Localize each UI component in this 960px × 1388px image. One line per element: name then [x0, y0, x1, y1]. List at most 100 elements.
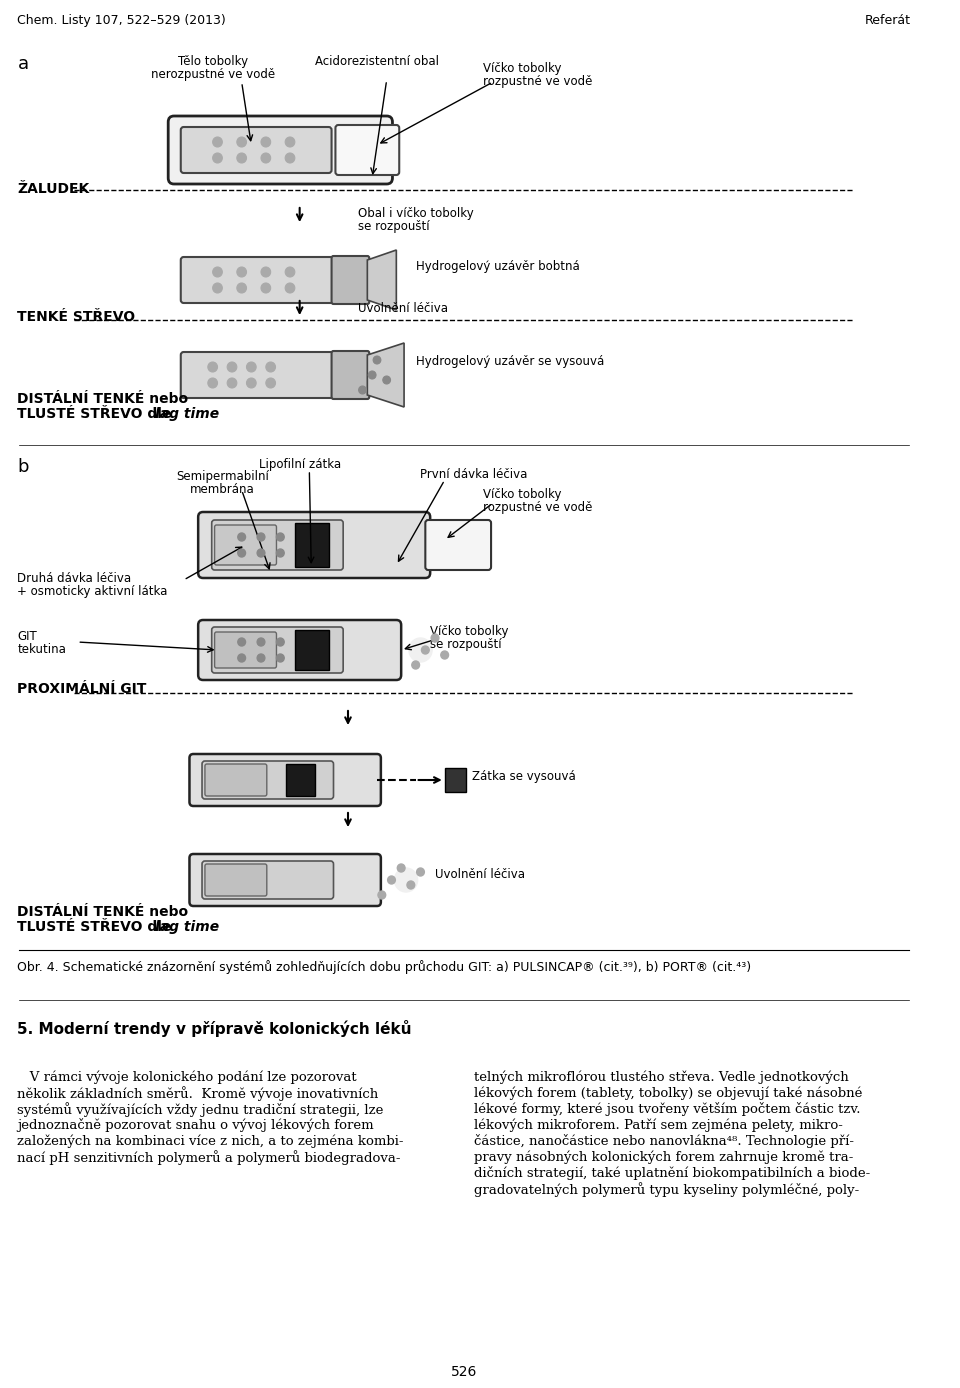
Circle shape — [213, 266, 223, 278]
Circle shape — [261, 266, 271, 278]
Circle shape — [431, 634, 439, 643]
Text: DISTÁLNÍ TENKÉ nebo: DISTÁLNÍ TENKÉ nebo — [17, 391, 188, 407]
FancyBboxPatch shape — [198, 512, 430, 577]
Circle shape — [397, 863, 405, 872]
FancyBboxPatch shape — [180, 353, 336, 398]
Text: TENKÉ STŘEVO: TENKÉ STŘEVO — [17, 310, 135, 323]
Text: částice, nanočástice nebo nanovlákna⁴⁸. Technologie pří-: částice, nanočástice nebo nanovlákna⁴⁸. … — [473, 1134, 853, 1148]
Circle shape — [261, 137, 271, 147]
Text: Zátka se vysouvá: Zátka se vysouvá — [471, 770, 575, 783]
Circle shape — [407, 881, 415, 888]
Text: se rozpouští: se rozpouští — [430, 638, 502, 651]
Text: PROXIMÁLNÍ GIT: PROXIMÁLNÍ GIT — [17, 682, 147, 695]
Circle shape — [228, 378, 237, 389]
Text: a: a — [17, 56, 29, 74]
Circle shape — [257, 654, 265, 662]
Circle shape — [257, 550, 265, 557]
FancyBboxPatch shape — [180, 126, 331, 174]
Text: Uvolnění léčiva: Uvolnění léčiva — [358, 303, 447, 315]
Circle shape — [266, 362, 276, 372]
Text: gradovatelných polymerů typu kyseliny polymléčné, poly-: gradovatelných polymerů typu kyseliny po… — [473, 1183, 859, 1196]
Circle shape — [373, 355, 381, 364]
FancyBboxPatch shape — [189, 854, 381, 906]
Text: Referát: Referát — [865, 14, 911, 26]
Circle shape — [378, 891, 386, 899]
FancyBboxPatch shape — [335, 125, 399, 175]
Text: Víčko tobolky: Víčko tobolky — [483, 62, 562, 75]
Text: Chem. Listy 107, 522–529 (2013): Chem. Listy 107, 522–529 (2013) — [17, 14, 227, 26]
Circle shape — [247, 362, 256, 372]
Text: Hydrogelový uzávěr se vysouvá: Hydrogelový uzávěr se vysouvá — [416, 355, 604, 368]
Text: Víčko tobolky: Víčko tobolky — [430, 625, 509, 638]
Text: ŽALUDEK: ŽALUDEK — [17, 182, 89, 196]
Circle shape — [207, 362, 218, 372]
Circle shape — [412, 661, 420, 669]
Text: GIT: GIT — [17, 630, 37, 643]
Circle shape — [285, 153, 295, 162]
Circle shape — [266, 378, 276, 389]
Text: lag time: lag time — [155, 920, 219, 934]
Text: Tělo tobolky: Tělo tobolky — [178, 56, 248, 68]
FancyBboxPatch shape — [204, 863, 267, 897]
Circle shape — [237, 283, 247, 293]
Text: Acidorezistentní obal: Acidorezistentní obal — [315, 56, 439, 68]
Circle shape — [395, 868, 418, 892]
Circle shape — [285, 266, 295, 278]
FancyBboxPatch shape — [202, 761, 333, 799]
FancyBboxPatch shape — [215, 525, 276, 565]
Text: lag time: lag time — [155, 407, 219, 421]
Circle shape — [383, 376, 391, 384]
Text: Obal i víčko tobolky: Obal i víčko tobolky — [358, 207, 473, 221]
Text: nací pH senzitivních polymerů a polymerů biodegradova-: nací pH senzitivních polymerů a polymerů… — [17, 1151, 401, 1165]
Text: lékové formy, které jsou tvořeny větším počtem částic tzv.: lékové formy, které jsou tvořeny větším … — [473, 1102, 860, 1116]
Circle shape — [261, 283, 271, 293]
Text: systémů využívajících vždy jednu tradiční strategii, lze: systémů využívajících vždy jednu tradičn… — [17, 1102, 384, 1117]
Circle shape — [417, 868, 424, 876]
Text: V rámci vývoje kolonického podání lze pozorovat: V rámci vývoje kolonického podání lze po… — [17, 1070, 357, 1084]
FancyBboxPatch shape — [331, 351, 370, 398]
Circle shape — [359, 386, 367, 394]
Circle shape — [238, 550, 246, 557]
Circle shape — [213, 283, 223, 293]
FancyBboxPatch shape — [425, 520, 492, 570]
FancyBboxPatch shape — [204, 763, 267, 795]
Text: TLUSTÉ STŘEVO dle: TLUSTÉ STŘEVO dle — [17, 920, 177, 934]
Circle shape — [213, 153, 223, 162]
Text: nerozpustné ve vodě: nerozpustné ve vodě — [151, 68, 275, 81]
Circle shape — [257, 533, 265, 541]
Text: Víčko tobolky: Víčko tobolky — [483, 489, 562, 501]
Polygon shape — [368, 343, 404, 407]
Circle shape — [409, 638, 432, 662]
Text: Uvolnění léčiva: Uvolnění léčiva — [435, 868, 525, 881]
Text: + osmoticky aktivní látka: + osmoticky aktivní látka — [17, 584, 168, 598]
FancyBboxPatch shape — [331, 255, 370, 304]
Text: 5. Moderní trendy v přípravě kolonických léků: 5. Moderní trendy v přípravě kolonických… — [17, 1020, 412, 1037]
Circle shape — [247, 378, 256, 389]
Text: telných mikroflórou tlustého střeva. Vedle jednotkových: telných mikroflórou tlustého střeva. Ved… — [473, 1070, 849, 1084]
Text: První dávka léčiva: První dávka léčiva — [420, 468, 528, 482]
FancyBboxPatch shape — [180, 257, 336, 303]
FancyBboxPatch shape — [215, 632, 276, 668]
Circle shape — [238, 533, 246, 541]
Text: lékových mikroforem. Patří sem zejména pelety, mikro-: lékových mikroforem. Patří sem zejména p… — [473, 1117, 843, 1131]
Text: dičních strategií, také uplatnění biokompatibilních a biode-: dičních strategií, také uplatnění biokom… — [473, 1166, 870, 1180]
FancyBboxPatch shape — [212, 627, 343, 673]
Text: jednoznačně pozorovat snahu o vývoj lékových forem: jednoznačně pozorovat snahu o vývoj léko… — [17, 1117, 374, 1133]
Circle shape — [237, 137, 247, 147]
Circle shape — [213, 137, 223, 147]
Text: několik základních směrů.  Kromě vývoje inovativních: několik základních směrů. Kromě vývoje i… — [17, 1085, 378, 1101]
Circle shape — [276, 533, 284, 541]
Circle shape — [285, 283, 295, 293]
Circle shape — [388, 876, 396, 884]
Text: založených na kombinaci více z nich, a to zejména kombi-: založených na kombinaci více z nich, a t… — [17, 1134, 404, 1148]
Text: TLUSTÉ STŘEVO dle: TLUSTÉ STŘEVO dle — [17, 407, 177, 421]
Circle shape — [228, 362, 237, 372]
FancyBboxPatch shape — [295, 523, 328, 568]
FancyBboxPatch shape — [168, 117, 393, 185]
FancyBboxPatch shape — [202, 861, 333, 899]
Text: b: b — [17, 458, 29, 476]
Circle shape — [276, 638, 284, 645]
FancyBboxPatch shape — [286, 763, 315, 795]
Circle shape — [237, 266, 247, 278]
Circle shape — [237, 153, 247, 162]
